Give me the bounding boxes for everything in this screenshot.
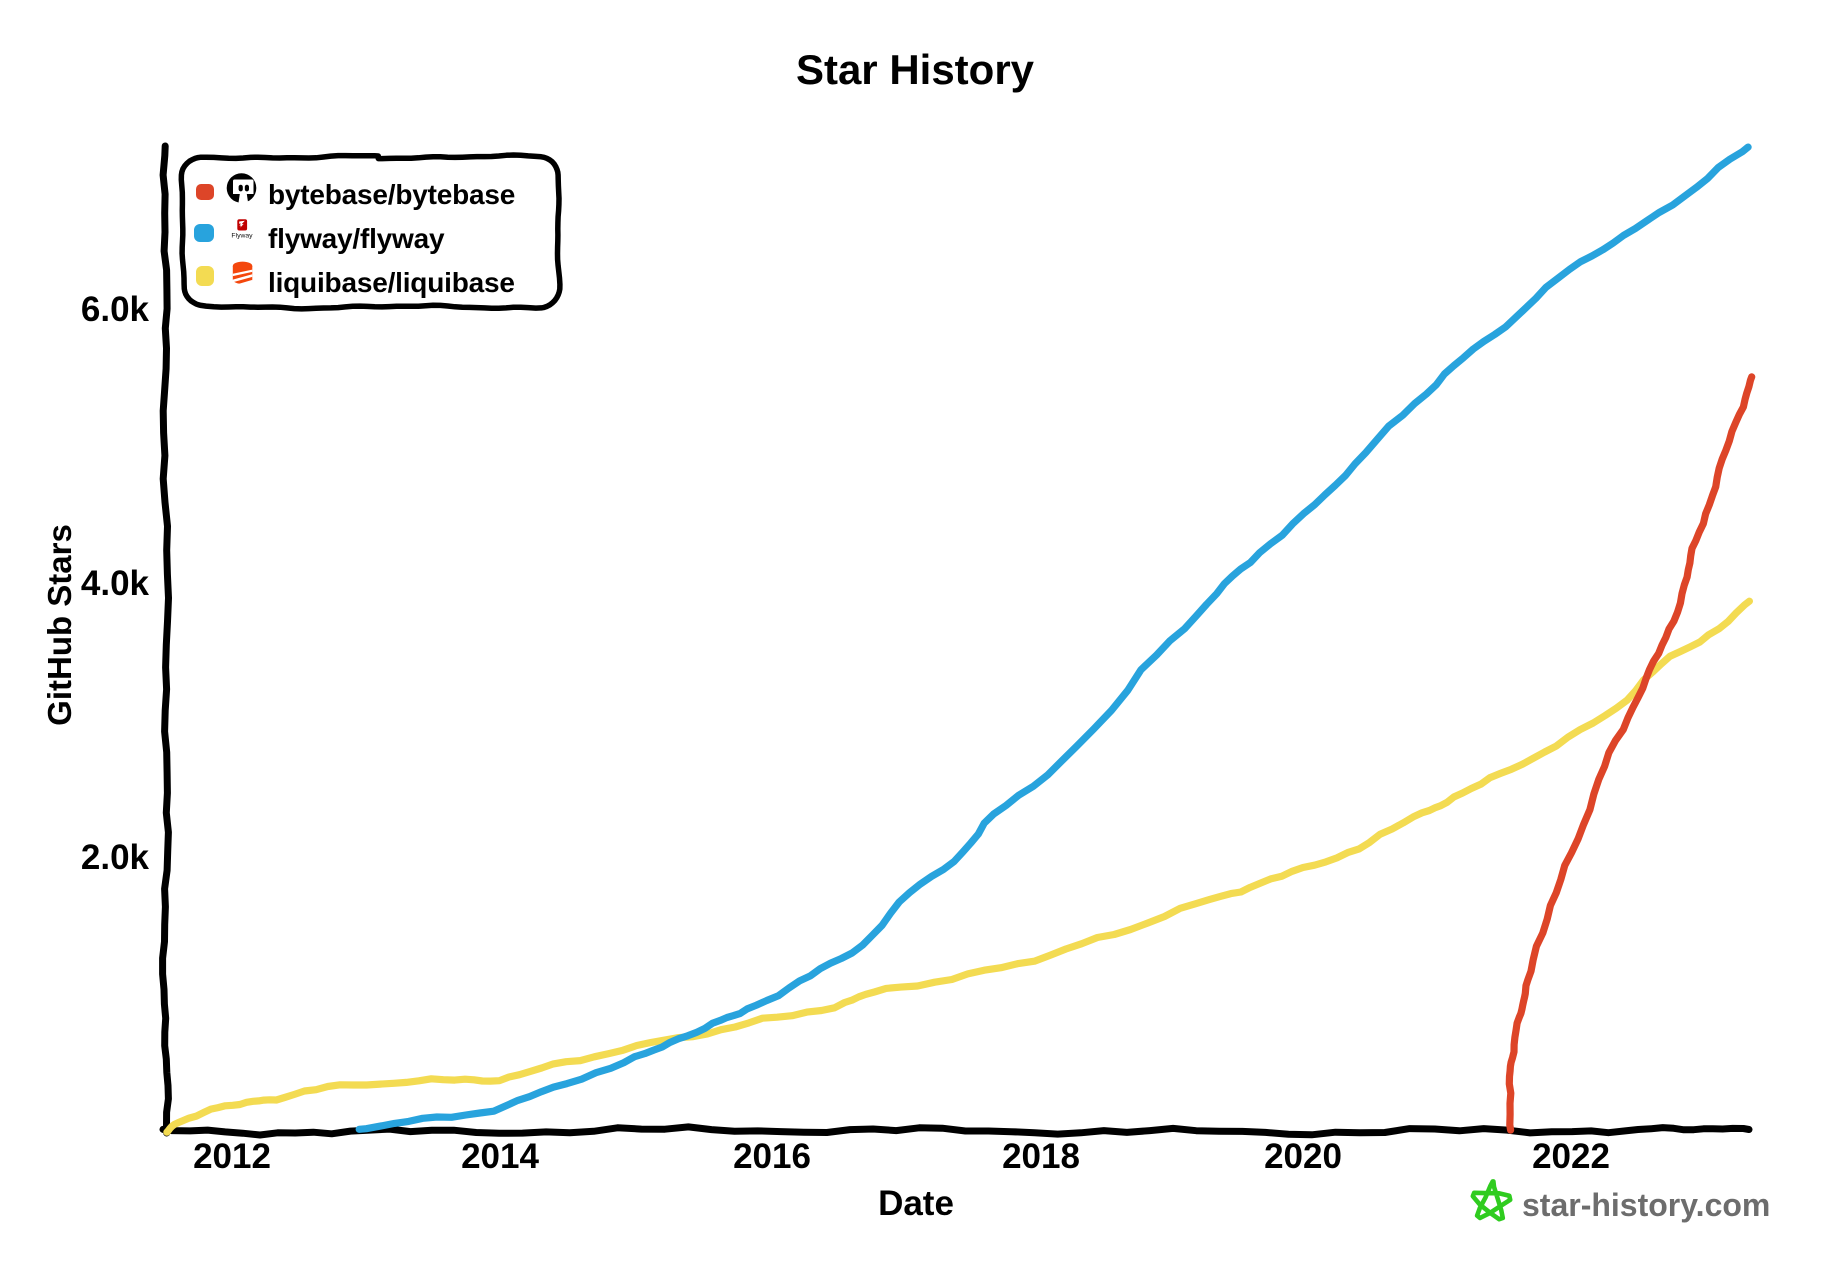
svg-text:star-history.com: star-history.com: [1522, 1187, 1770, 1223]
svg-text:2022: 2022: [1532, 1137, 1610, 1176]
svg-text:2018: 2018: [1002, 1137, 1080, 1176]
svg-text:2020: 2020: [1264, 1137, 1342, 1176]
svg-text:Star History: Star History: [796, 46, 1035, 93]
svg-text:Flyway: Flyway: [231, 233, 253, 240]
svg-text:Date: Date: [878, 1184, 954, 1223]
svg-text:2016: 2016: [733, 1137, 811, 1176]
svg-text:liquibase/liquibase: liquibase/liquibase: [268, 267, 515, 298]
svg-text:6.0k: 6.0k: [81, 290, 150, 329]
svg-text:2012: 2012: [193, 1137, 271, 1176]
svg-text:4.0k: 4.0k: [81, 564, 150, 603]
svg-text:GitHub Stars: GitHub Stars: [41, 524, 78, 726]
svg-text:2.0k: 2.0k: [81, 838, 150, 877]
svg-text:bytebase/bytebase: bytebase/bytebase: [268, 179, 515, 210]
svg-text:flyway/flyway: flyway/flyway: [268, 223, 445, 254]
svg-text:2014: 2014: [461, 1137, 539, 1176]
